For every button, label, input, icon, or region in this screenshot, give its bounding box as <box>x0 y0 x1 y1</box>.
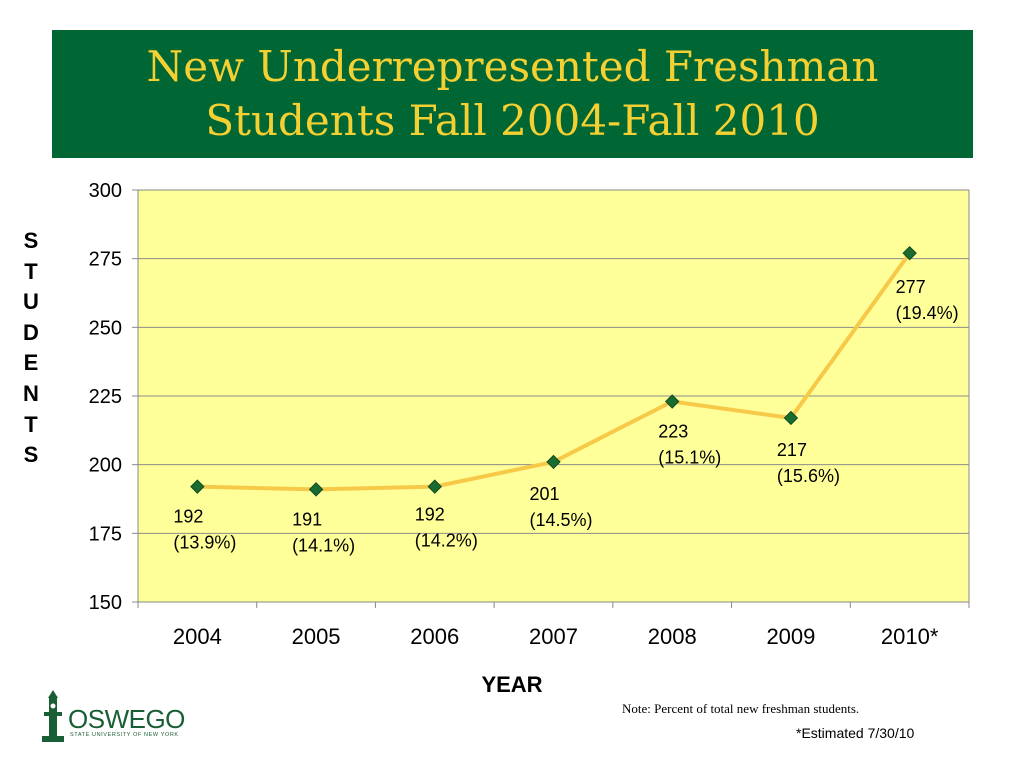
data-label: (19.4%) <box>896 303 959 323</box>
clock-tower-icon <box>42 690 64 742</box>
data-label: (15.6%) <box>777 466 840 486</box>
data-point <box>546 454 561 470</box>
data-label: 201 <box>530 484 560 504</box>
data-label: (14.5%) <box>530 510 593 530</box>
data-label: (14.2%) <box>415 531 478 551</box>
x-tick-label: 2008 <box>648 624 697 649</box>
data-label: 192 <box>415 505 445 525</box>
x-tick-label: 2004 <box>173 624 222 649</box>
y-tick-label: 275 <box>89 249 122 271</box>
data-point <box>308 482 324 497</box>
x-tick-label: 2007 <box>529 624 578 649</box>
data-point <box>427 479 442 494</box>
y-tick-label: 200 <box>89 455 122 477</box>
x-axis-label: YEAR <box>481 672 543 697</box>
x-tick-label: 2010* <box>881 624 939 649</box>
data-label: 191 <box>292 509 322 529</box>
oswego-logo: OSWEGO STATE UNIVERSITY OF NEW YORK <box>38 690 208 746</box>
data-label: 223 <box>658 421 688 441</box>
data-label: 277 <box>896 277 926 297</box>
x-tick-label: 2006 <box>410 624 459 649</box>
data-label: (15.1%) <box>658 447 721 467</box>
x-tick-label: 2005 <box>292 624 341 649</box>
y-tick-label: 175 <box>89 523 122 545</box>
data-label: (13.9%) <box>173 533 236 553</box>
data-label: 192 <box>173 507 203 527</box>
title-line-2: Students Fall 2004-Fall 2010 <box>205 96 820 145</box>
y-tick-label: 225 <box>89 386 122 408</box>
data-point <box>783 410 799 426</box>
y-axis-label: STUDENTS <box>23 228 39 468</box>
title-banner: New Underrepresented Freshman Students F… <box>52 30 973 158</box>
y-tick-label: 300 <box>89 180 122 202</box>
data-point <box>902 245 917 261</box>
y-tick-label: 250 <box>89 317 122 339</box>
data-point <box>190 479 205 494</box>
y-tick-label: 150 <box>89 592 122 614</box>
logo-subtitle: STATE UNIVERSITY OF NEW YORK <box>70 732 179 738</box>
data-point <box>665 394 680 409</box>
title-line-1: New Underrepresented Freshman <box>146 42 879 91</box>
data-label: 217 <box>777 440 807 460</box>
estimated-note: *Estimated 7/30/10 <box>796 725 915 741</box>
note-text: Note: Percent of total new freshman stud… <box>622 701 860 716</box>
x-tick-label: 2009 <box>766 624 815 649</box>
logo-name: OSWEGO <box>68 704 185 734</box>
data-label: (14.1%) <box>292 535 355 555</box>
